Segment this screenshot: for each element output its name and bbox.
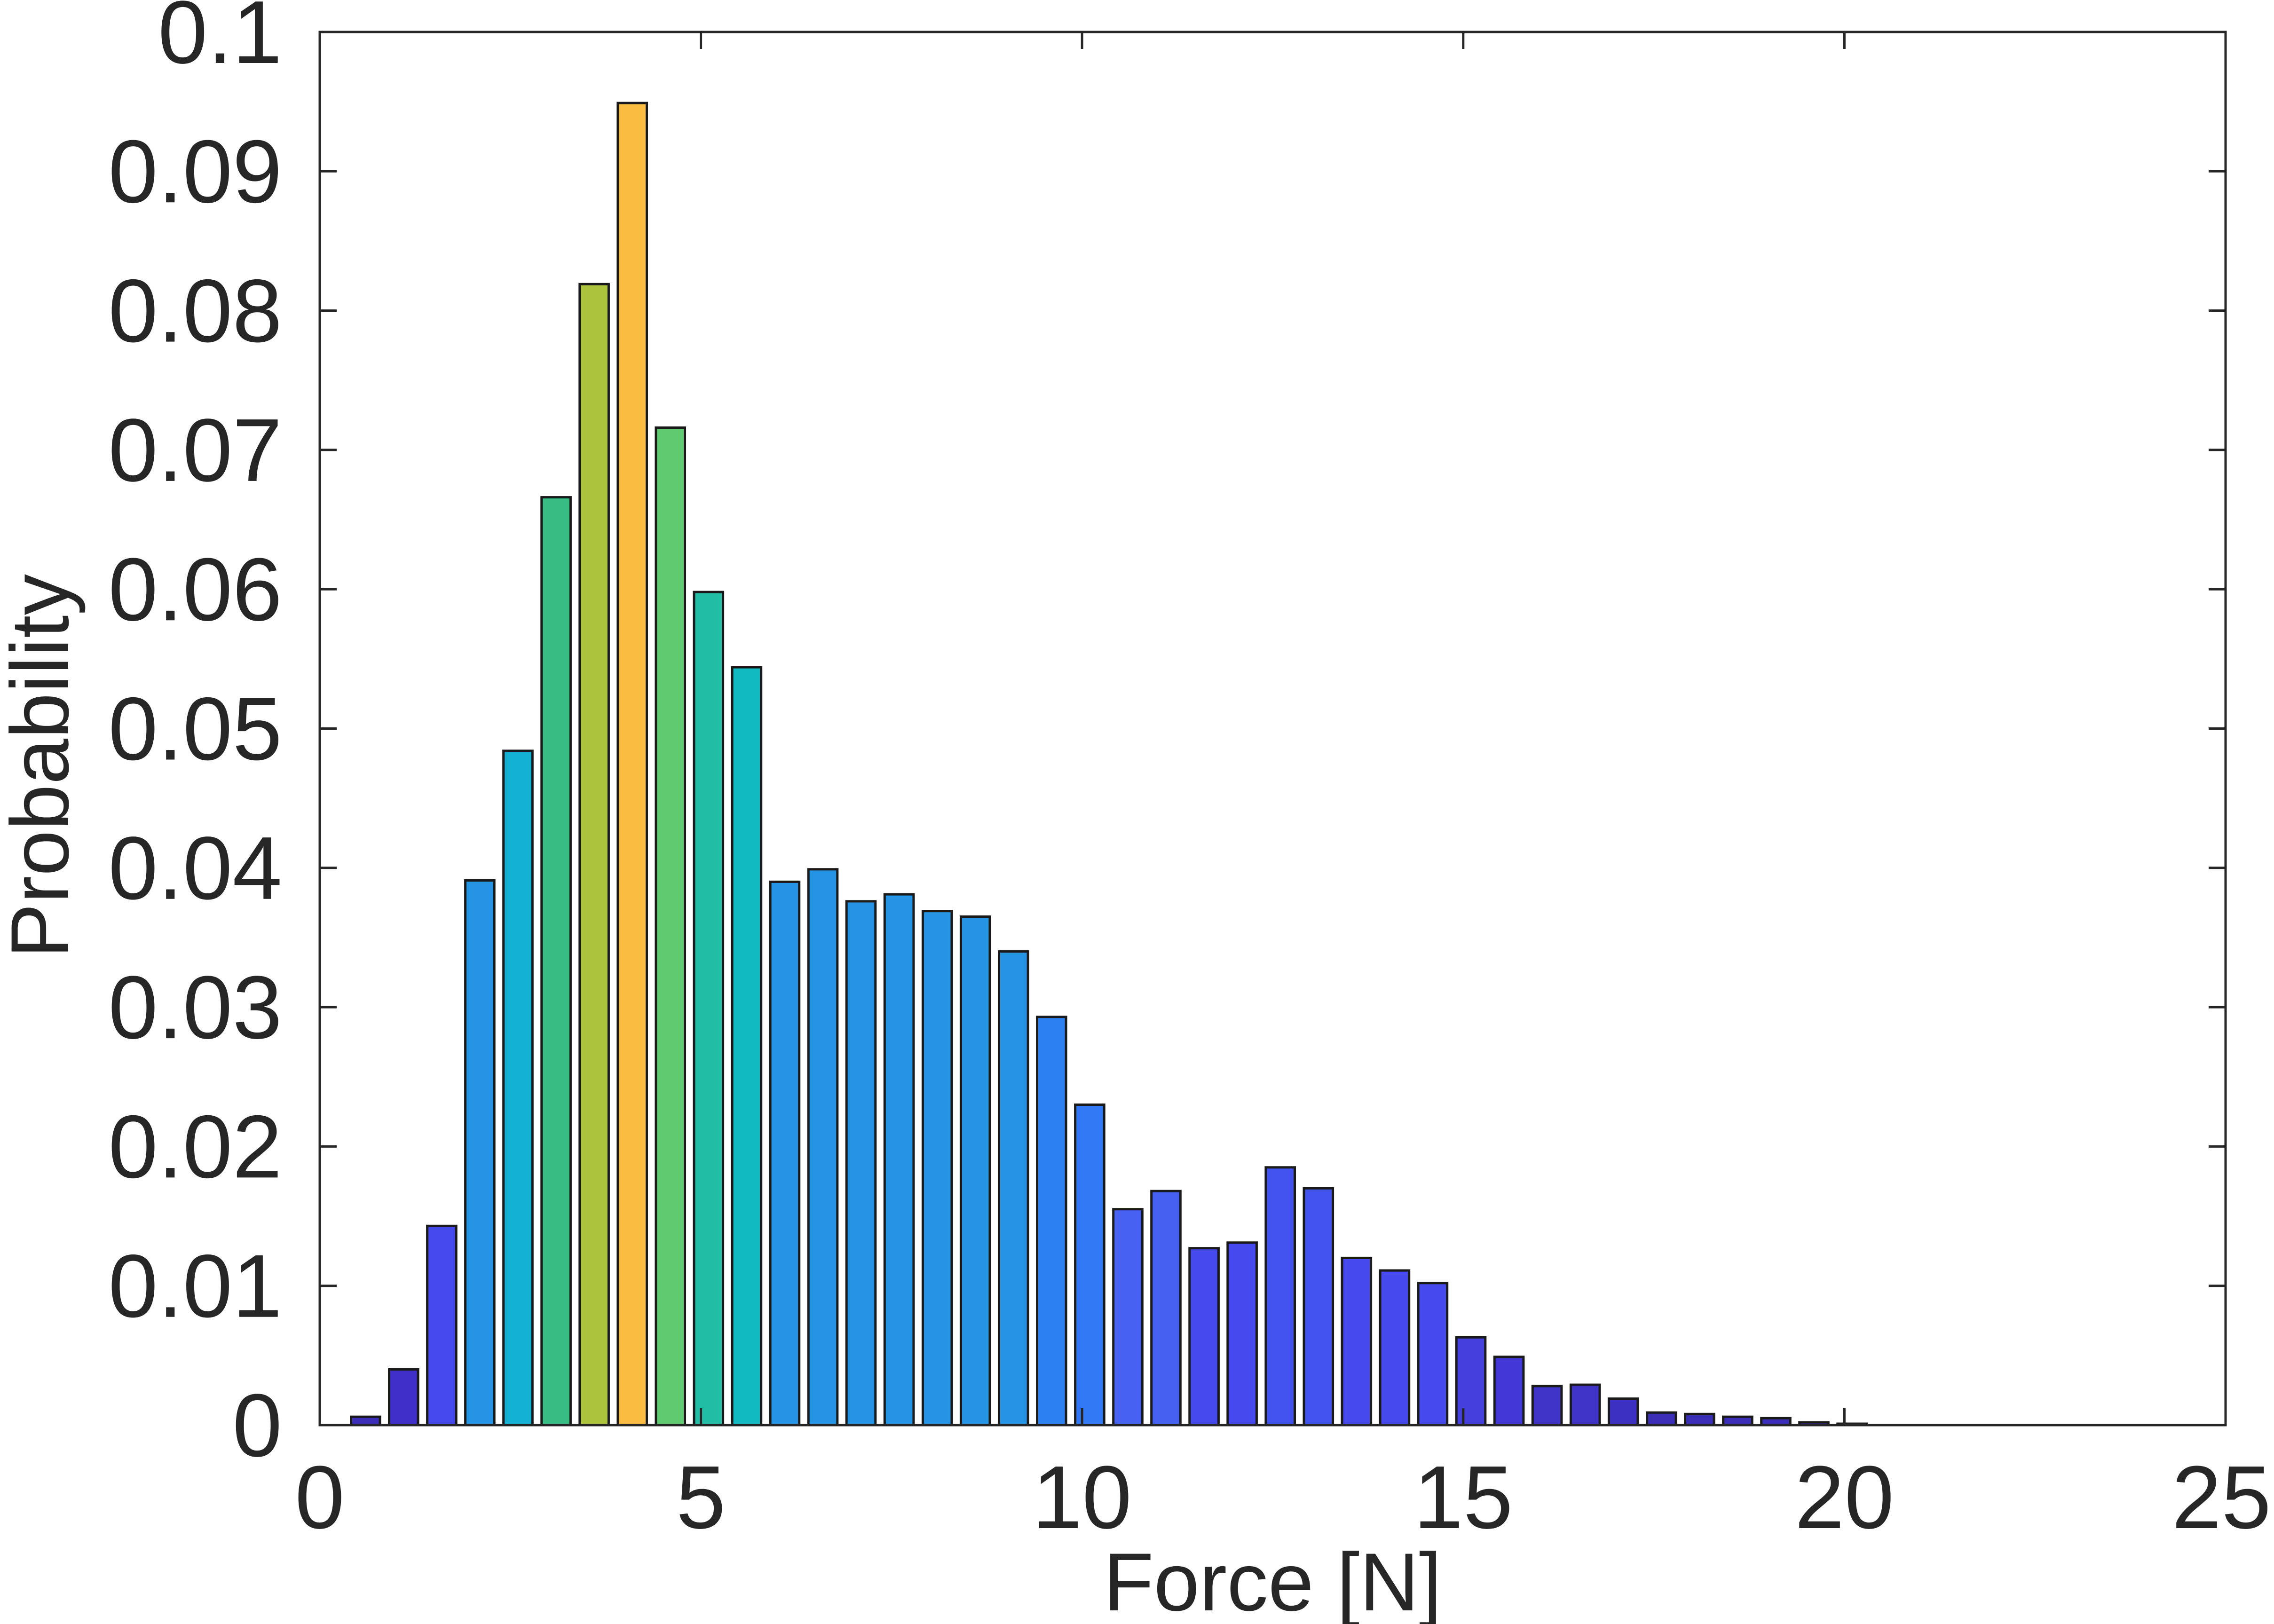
bar-5: [540, 496, 572, 1427]
bar-26: [1341, 1256, 1373, 1427]
bar-1: [388, 1368, 419, 1427]
bar-28: [1417, 1282, 1449, 1427]
bar-23: [1226, 1241, 1258, 1427]
bar-36: [1722, 1415, 1753, 1427]
x-tick-label-2: 10: [1033, 1448, 1132, 1547]
y-tick-label-7: 0.07: [108, 401, 282, 500]
bar-3: [464, 879, 496, 1427]
y-tick-label-4: 0.04: [108, 819, 282, 918]
bar-10: [731, 666, 763, 1427]
x-tick-label-5: 25: [2172, 1448, 2271, 1547]
bar-27: [1379, 1269, 1411, 1427]
bar-11: [769, 880, 801, 1427]
y-tick-label-3: 0.03: [108, 958, 282, 1057]
bar-2: [426, 1224, 458, 1427]
x-tick-label-3: 15: [1413, 1448, 1513, 1547]
bar-35: [1684, 1412, 1715, 1427]
y-tick-label-10: 0.1: [158, 0, 282, 82]
x-tick-label-4: 20: [1795, 1448, 1894, 1547]
bar-15: [921, 910, 953, 1427]
bar-7: [616, 102, 648, 1427]
bar-31: [1531, 1385, 1563, 1427]
bar-18: [1036, 1016, 1067, 1427]
bar-8: [655, 426, 687, 1427]
y-axis-tick-labels: 0 0.01 0.02 0.03 0.04 0.05 0.06 0.07 0.08 0.09 0.1: [108, 0, 282, 1475]
bar-30: [1493, 1356, 1525, 1427]
x-tick-label-1: 5: [676, 1448, 726, 1547]
bar-14: [883, 893, 915, 1427]
bars-layer: [350, 102, 1868, 1427]
y-axis-label: Probability: [0, 574, 86, 958]
plot-area-frame: [318, 31, 2227, 1427]
y-tick-label-5: 0.05: [108, 679, 282, 779]
bar-33: [1607, 1397, 1639, 1427]
bar-21: [1150, 1190, 1182, 1427]
y-tick-label-1: 0.01: [108, 1237, 282, 1336]
bar-9: [693, 591, 725, 1427]
bar-24: [1264, 1166, 1296, 1427]
bar-17: [998, 950, 1029, 1427]
x-axis-tick-labels: 0 5 10 15 20 25: [295, 1448, 2271, 1547]
bar-34: [1646, 1411, 1677, 1427]
bar-13: [845, 900, 877, 1427]
bar-12: [807, 868, 839, 1427]
bar-16: [959, 915, 991, 1427]
x-axis-label: Force [N]: [1104, 1537, 1442, 1624]
bar-25: [1303, 1187, 1334, 1427]
y-tick-label-9: 0.09: [108, 122, 282, 221]
bar-32: [1569, 1383, 1601, 1427]
bar-20: [1112, 1208, 1144, 1427]
bar-0: [350, 1415, 381, 1427]
bar-22: [1188, 1247, 1220, 1427]
y-tick-label-0: 0: [232, 1376, 282, 1475]
y-tick-label-6: 0.06: [108, 540, 282, 639]
y-tick-label-8: 0.08: [108, 261, 282, 361]
y-tick-label-2: 0.02: [108, 1097, 282, 1197]
bar-29: [1455, 1336, 1487, 1427]
bar-4: [502, 749, 534, 1427]
x-tick-label-0: 0: [295, 1448, 345, 1547]
bar-6: [578, 283, 610, 1427]
bar-19: [1074, 1104, 1105, 1427]
